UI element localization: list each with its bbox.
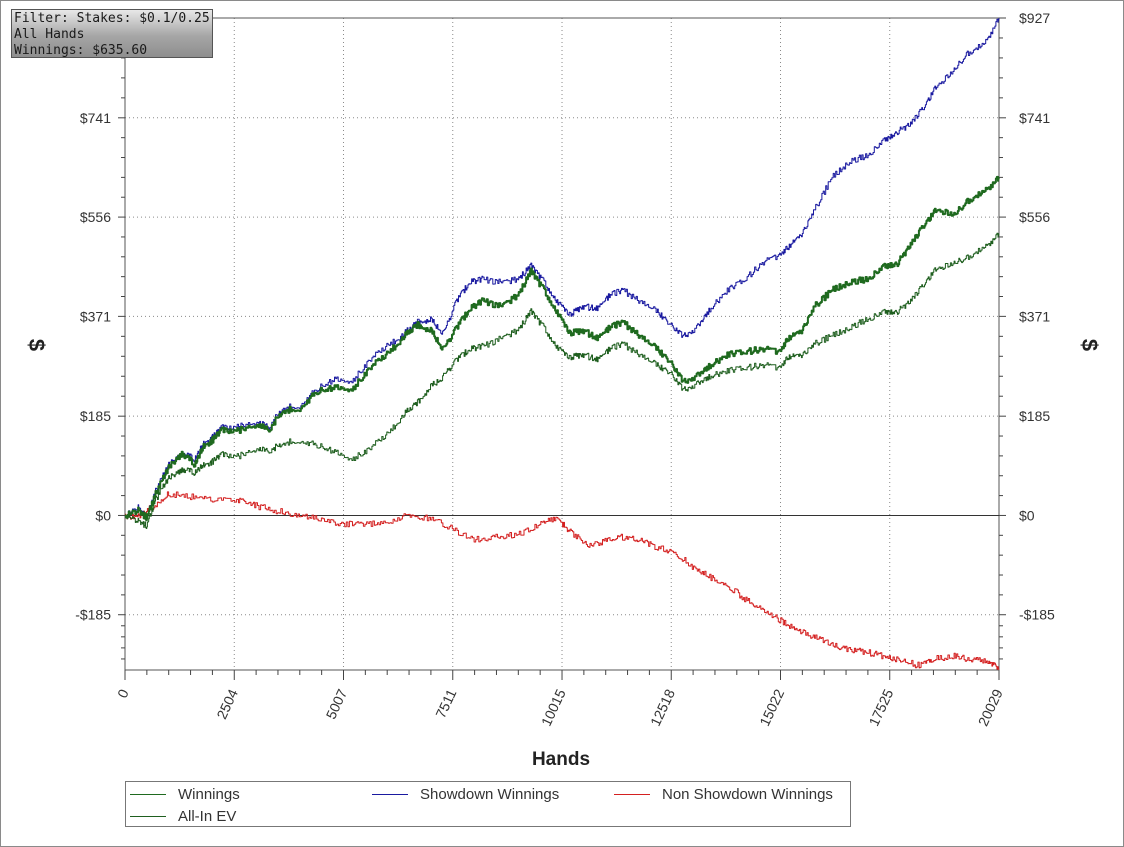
x-tick-label: 2504: [213, 686, 241, 721]
legend-label-nonshowdown: Non Showdown Winnings: [662, 785, 833, 803]
x-tick-label: 20029: [975, 686, 1006, 728]
series-line-winnings: [124, 175, 1000, 522]
y-tick-label-right: $0: [1019, 507, 1035, 523]
x-tick-label: 15022: [756, 686, 787, 728]
legend-label-showdown: Showdown Winnings: [420, 785, 560, 803]
y-tick-label-right: $556: [1019, 209, 1050, 225]
legend-swatch-winnings: [130, 793, 166, 795]
legend-swatch-allin-ev: [130, 815, 166, 817]
y-tick-label-left: $371: [80, 308, 111, 324]
grid: [125, 18, 999, 670]
series: [124, 17, 1000, 671]
y-tick-label-left: $741: [80, 110, 111, 126]
x-tick-label: 12518: [647, 686, 678, 728]
y-tick-label-right: -$185: [1019, 607, 1055, 623]
x-tick-label: 5007: [323, 686, 351, 721]
y-axis-title-right: $: [1077, 339, 1102, 351]
series-line-allin_ev: [125, 232, 1000, 529]
y-tick-label-right: $185: [1019, 408, 1050, 424]
filter-winnings-text: Winnings: $635.60: [14, 43, 148, 58]
legend-item-nonshowdown: Non Showdown Winnings: [614, 784, 833, 804]
legend-label-allin-ev: All-In EV: [178, 807, 237, 825]
y-tick-label-right: $741: [1019, 110, 1050, 126]
plot-area-border: [124, 17, 1000, 671]
filter-stakes-text: Filter: Stakes: $0.1/0.25 NL: [14, 11, 213, 26]
y-tick-label-left: $556: [80, 209, 111, 225]
x-tick-label: 7511: [432, 686, 459, 720]
x-tick-label: 17525: [865, 686, 896, 728]
x-axis-title: Hands: [532, 749, 590, 770]
legend: Winnings Showdown Winnings Non Showdown …: [125, 781, 851, 827]
y-tick-label-left: $185: [80, 408, 111, 424]
legend-swatch-showdown: [372, 793, 408, 795]
axes: [118, 17, 1006, 680]
series-line-showdown: [125, 17, 1000, 521]
filter-info-box: Filter: Stakes: $0.1/0.25 NL All Hands W…: [11, 9, 213, 58]
y-tick-label-right: $927: [1019, 10, 1050, 26]
y-axis-title-left: $: [24, 339, 49, 351]
y-tick-label-left: -$185: [75, 607, 111, 623]
legend-label-winnings: Winnings: [178, 785, 240, 803]
x-tick-label: 0: [114, 686, 132, 700]
y-tick-label-right: $371: [1019, 308, 1050, 324]
filter-hands-text: All Hands: [14, 27, 85, 42]
series-line-nonshowdown: [125, 491, 1000, 671]
legend-item-winnings: Winnings: [130, 784, 240, 804]
legend-item-showdown: Showdown Winnings: [372, 784, 559, 804]
x-tick-label: 10015: [538, 686, 569, 728]
legend-swatch-nonshowdown: [614, 793, 650, 795]
y-tick-label-left: $0: [95, 507, 111, 523]
legend-item-allin-ev: All-In EV: [130, 806, 236, 826]
